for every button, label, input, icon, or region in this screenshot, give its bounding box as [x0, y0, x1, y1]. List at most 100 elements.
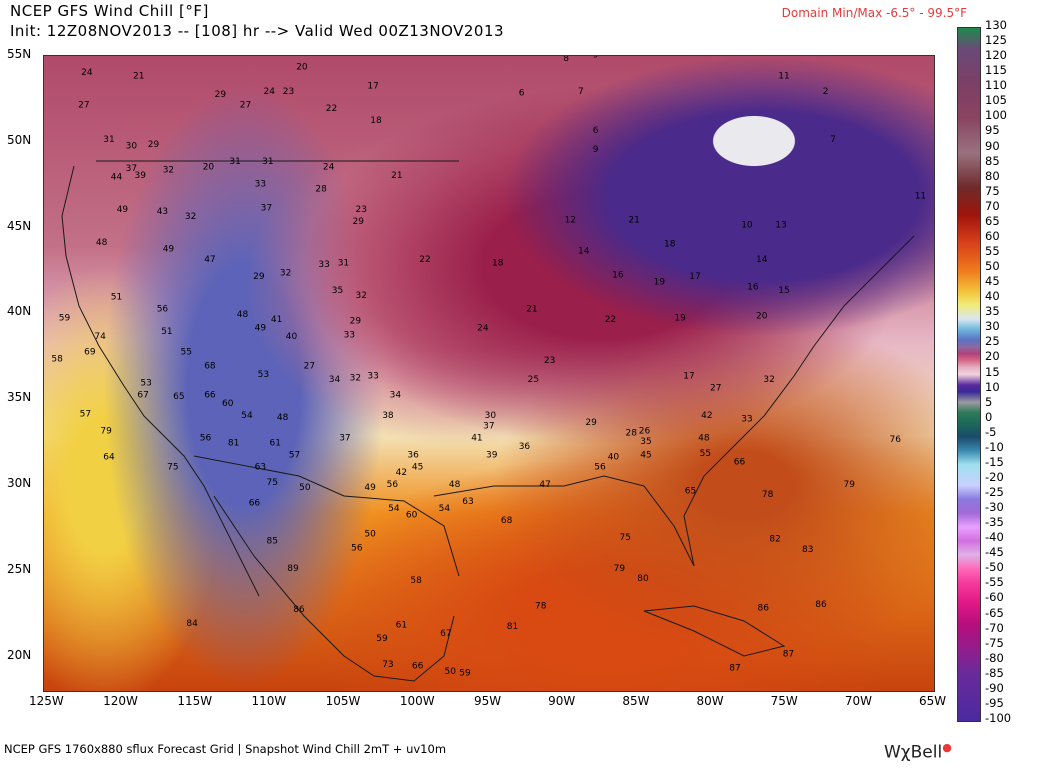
map-value-label: 24	[323, 162, 335, 172]
map-value-label: 33	[367, 372, 378, 382]
colorbar-tick-label: 50	[985, 259, 1000, 274]
map-value-label: 32	[163, 166, 174, 176]
map-value-label: 21	[628, 216, 639, 226]
lon-tick-label: 80W	[696, 694, 724, 708]
colorbar-tick-label: -25	[985, 485, 1004, 500]
map-value-label: 49	[117, 205, 129, 215]
map-value-label: 29	[353, 217, 365, 227]
lon-tick-label: 120W	[103, 694, 138, 708]
map-value-label: 41	[471, 433, 482, 443]
map-value-label: 63	[462, 497, 473, 507]
domain-min-max: Domain Min/Max -6.5° - 99.5°F	[781, 6, 967, 20]
map-value-label: 29	[585, 418, 597, 428]
map-value-label: 32	[763, 375, 774, 385]
colorbar-tick-label: 130	[985, 18, 1007, 32]
map-value-label: 53	[258, 370, 269, 380]
map-value-label: 47	[539, 480, 550, 490]
colorbar-tick-label: -70	[985, 620, 1004, 635]
map-value-label: 75	[620, 533, 631, 543]
map-value-label: 27	[710, 384, 721, 394]
map-value-label: 23	[356, 205, 367, 215]
logo-dot-icon: ●	[942, 741, 952, 754]
map-value-label: 56	[200, 433, 212, 443]
map-value-label: 43	[157, 207, 168, 217]
map-value-label: 80	[637, 574, 649, 584]
map-value-label: 19	[674, 313, 686, 323]
map-value-label: 40	[286, 332, 298, 342]
colorbar-tick-label: 30	[985, 319, 1000, 334]
map-value-label: 75	[167, 463, 178, 473]
map-value-label: 23	[283, 87, 294, 97]
pacific-coastline	[61, 165, 260, 597]
map-value-label: 57	[80, 409, 91, 419]
colorbar-tick-label: -65	[985, 605, 1004, 620]
map-value-label: 74	[94, 332, 106, 342]
colorbar-tick-label: -95	[985, 695, 1004, 710]
map-value-label: 61	[270, 439, 281, 449]
weatherbell-logo: WχBell●	[884, 741, 952, 763]
map-value-label: 13	[775, 221, 786, 231]
map-value-label: 48	[277, 413, 289, 423]
map-value-label: 21	[391, 171, 402, 181]
map-value-label: 30	[485, 411, 497, 421]
map-value-label: 49	[255, 324, 267, 334]
map-value-label: 28	[315, 185, 327, 195]
map-value-label: 20	[296, 63, 308, 73]
map-value-label: 56	[594, 463, 606, 473]
map-value-label: 7	[578, 87, 584, 97]
map-value-label: 87	[729, 663, 740, 673]
map-value-label: 45	[640, 451, 651, 461]
map-value-label: 20	[203, 162, 215, 172]
lat-tick-label: 50N	[7, 132, 32, 147]
map-value-label: 47	[204, 255, 215, 265]
map-value-label: 25	[528, 375, 539, 385]
wind-chill-map: 2421272927242320221718178967691127121131…	[43, 55, 935, 692]
map-value-label: 36	[519, 442, 531, 452]
map-value-label: 8	[563, 56, 569, 64]
map-value-label: 86	[293, 605, 305, 615]
colorbar-tick-label: 80	[985, 168, 1000, 183]
map-value-label: 75	[267, 478, 278, 488]
colorbar-tick-label: 60	[985, 228, 1000, 243]
colorbar-tick-label: 40	[985, 289, 1000, 304]
colorbar-tick-label: 70	[985, 198, 1000, 213]
colorbar-tick-label: -100	[985, 711, 1012, 725]
lat-tick-label: 45N	[7, 218, 32, 233]
map-value-label: 18	[664, 240, 676, 250]
map-value-label: 21	[526, 305, 537, 315]
map-value-label: 67	[137, 391, 148, 401]
map-value-label: 48	[237, 310, 249, 320]
map-value-label: 87	[783, 650, 794, 660]
map-value-label: 17	[689, 272, 700, 282]
map-value-label: 31	[229, 157, 240, 167]
map-value-label: 12	[565, 216, 576, 226]
map-value-label: 7	[830, 135, 836, 145]
lon-tick-label: 100W	[399, 694, 435, 708]
colorbar-tick-label: 100	[985, 108, 1007, 123]
map-value-label: 59	[459, 669, 471, 679]
map-value-label: 32	[280, 269, 291, 279]
colorbar-tick-label: 45	[985, 274, 1000, 289]
map-value-label: 83	[802, 545, 813, 555]
colorbar-tick-label: -45	[985, 545, 1004, 560]
map-value-label: 19	[654, 277, 666, 287]
map-value-label: 51	[111, 293, 122, 303]
map-value-label: 34	[329, 375, 341, 385]
map-value-label: 16	[747, 282, 759, 292]
map-value-label: 17	[683, 372, 694, 382]
map-value-label: 23	[544, 356, 555, 366]
map-value-label: 60	[406, 511, 418, 521]
map-value-label: 24	[81, 68, 93, 78]
map-value-label: 89	[287, 564, 299, 574]
lon-tick-label: 115W	[177, 694, 213, 708]
colorbar-tick-label: 85	[985, 153, 1000, 168]
map-value-label: 50	[445, 667, 457, 677]
map-value-label: 6	[593, 126, 599, 136]
map-value-label: 54	[439, 504, 451, 514]
colorbar-tick-label: 105	[985, 93, 1007, 108]
map-value-label: 22	[419, 255, 430, 265]
map-value-label: 48	[96, 238, 108, 248]
colorbar-tick-label: 5	[985, 394, 993, 409]
map-value-label: 10	[741, 221, 753, 231]
map-value-label: 79	[614, 564, 626, 574]
